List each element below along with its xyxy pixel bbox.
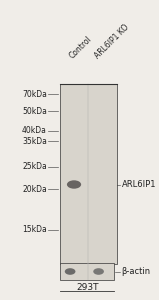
Bar — [60, 262, 114, 280]
Bar — [60, 84, 117, 264]
Text: 20kDa: 20kDa — [22, 184, 47, 194]
Text: 293T: 293T — [76, 284, 99, 292]
Text: 50kDa: 50kDa — [22, 106, 47, 116]
Text: ARL6IP1 KO: ARL6IP1 KO — [93, 22, 131, 60]
Ellipse shape — [67, 180, 81, 189]
Text: 25kDa: 25kDa — [22, 162, 47, 171]
Text: 35kDa: 35kDa — [22, 136, 47, 146]
Text: 70kDa: 70kDa — [22, 90, 47, 99]
Text: 40kDa: 40kDa — [22, 126, 47, 135]
Text: ARL6IP1: ARL6IP1 — [122, 180, 156, 189]
Text: β-actin: β-actin — [122, 267, 151, 276]
Ellipse shape — [93, 268, 104, 275]
Text: 15kDa: 15kDa — [22, 225, 47, 234]
Text: Control: Control — [68, 34, 94, 60]
Ellipse shape — [65, 268, 76, 275]
